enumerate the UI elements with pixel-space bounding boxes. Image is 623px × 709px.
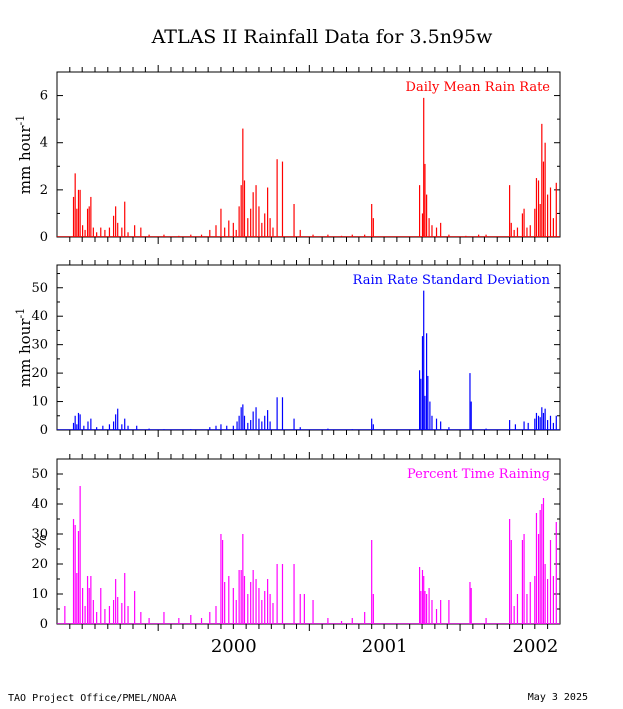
panel-frame (56, 458, 561, 625)
y-tick-label: 30 (31, 338, 48, 353)
y-axis-label: % (32, 534, 50, 548)
panel-2: 0 10 20 30 40 50 mm hour-1 Rain Rate Standard D… (14, 258, 561, 438)
y-tick-label: 50 (31, 467, 48, 482)
panel-frame (56, 71, 561, 238)
x-tick-label: 2001 (362, 636, 408, 657)
y-tick-label: 0 (40, 617, 48, 632)
panel-frame (56, 264, 561, 431)
y-tick-label: 2 (40, 183, 48, 198)
y-tick-label: 10 (31, 395, 48, 410)
y-tick-label: 20 (31, 366, 48, 381)
panel-3: 0 10 20 30 40 50% Percent Time Raining (31, 452, 561, 632)
y-axis-label: mm hour-1 (14, 115, 34, 194)
panel-legend: Rain Rate Standard Deviation (353, 273, 551, 288)
panel-1: 0 2 4 6 mm hour-1 Daily Mean Rain Rate (14, 65, 561, 245)
y-tick-label: 0 (40, 423, 48, 438)
y-tick-label: 4 (40, 136, 48, 151)
y-tick-label: 40 (31, 497, 48, 512)
x-tick-label: 2000 (211, 636, 257, 657)
y-tick-label: 6 (40, 89, 48, 104)
panel-legend: Percent Time Raining (407, 467, 550, 482)
y-tick-label: 10 (31, 587, 48, 602)
x-tick-label: 2002 (513, 636, 559, 657)
y-tick-label: 20 (31, 557, 48, 572)
y-tick-label: 0 (40, 230, 48, 245)
footer-source: TAO Project Office/PMEL/NOAA (8, 693, 177, 704)
y-tick-label: 40 (31, 309, 48, 324)
y-tick-label: 50 (31, 281, 48, 296)
y-axis-label-sup: -1 (14, 115, 27, 126)
y-tick-label: 30 (31, 527, 48, 542)
y-axis-label: mm hour-1 (14, 308, 34, 387)
y-axis-label-sup: -1 (14, 308, 27, 319)
panel-legend: Daily Mean Rain Rate (406, 80, 551, 95)
footer-date: May 3 2025 (528, 692, 588, 703)
chart-title: ATLAS II Rainfall Data for 3.5n95w (151, 26, 494, 48)
